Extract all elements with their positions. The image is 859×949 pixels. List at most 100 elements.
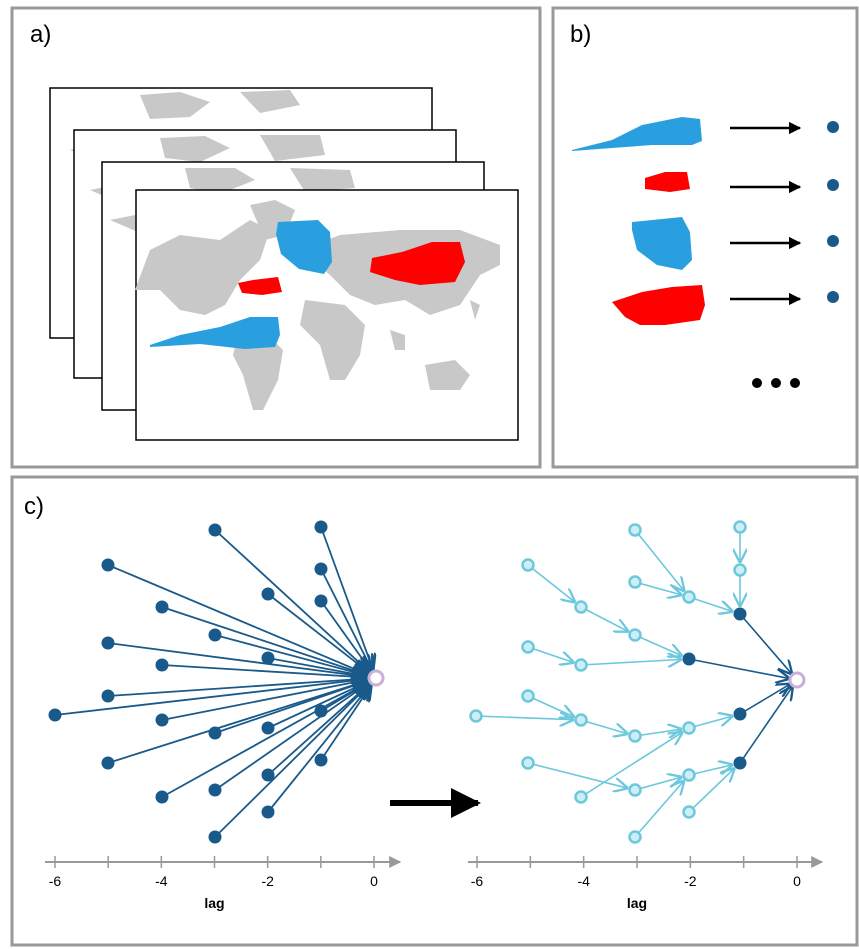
node xyxy=(261,768,275,782)
node xyxy=(628,783,642,797)
edge xyxy=(580,732,683,798)
node xyxy=(155,713,169,727)
node xyxy=(314,704,328,718)
target-node xyxy=(367,669,385,687)
tick-label: 0 xyxy=(370,873,378,889)
edge xyxy=(527,646,574,663)
map-stack xyxy=(49,87,519,441)
feature-list xyxy=(572,117,839,388)
node xyxy=(208,628,222,642)
panel-label: b) xyxy=(570,21,591,48)
edge xyxy=(527,695,575,717)
edge xyxy=(320,526,373,670)
edge xyxy=(161,680,368,721)
tick-label: -6 xyxy=(471,873,484,889)
node xyxy=(682,721,696,735)
edge xyxy=(214,681,368,734)
node xyxy=(101,756,115,770)
edge xyxy=(634,529,685,592)
node xyxy=(521,558,535,572)
node xyxy=(574,658,588,672)
panel-b-frame xyxy=(551,6,859,469)
node xyxy=(733,563,747,577)
edge xyxy=(580,606,629,632)
node xyxy=(628,628,642,642)
edge xyxy=(54,679,368,716)
edge xyxy=(739,686,793,764)
tick-label: -2 xyxy=(684,873,697,889)
node xyxy=(155,600,169,614)
node xyxy=(155,658,169,672)
node xyxy=(261,805,275,819)
node xyxy=(733,607,747,621)
node xyxy=(208,726,222,740)
node xyxy=(521,640,535,654)
panel-label: a) xyxy=(30,21,51,48)
edge xyxy=(214,529,370,673)
edge xyxy=(580,659,682,665)
node xyxy=(208,783,222,797)
tick-label: -2 xyxy=(261,873,274,889)
node xyxy=(628,575,642,589)
edge xyxy=(739,613,792,675)
node xyxy=(101,558,115,572)
node xyxy=(48,708,62,722)
edge xyxy=(688,768,735,813)
node xyxy=(682,768,696,782)
edge xyxy=(214,684,370,838)
tick-label: -6 xyxy=(49,873,62,889)
node xyxy=(733,707,747,721)
node xyxy=(574,790,588,804)
tick-label: -4 xyxy=(155,873,168,889)
edge xyxy=(161,664,368,678)
edge xyxy=(320,600,371,671)
target-node xyxy=(788,671,806,689)
edge xyxy=(161,682,369,798)
node xyxy=(261,721,275,735)
node xyxy=(101,636,115,650)
edge xyxy=(634,780,684,838)
edge xyxy=(161,606,368,675)
causal-graphs xyxy=(48,520,806,844)
edge xyxy=(267,683,370,776)
node xyxy=(314,520,328,534)
edge xyxy=(267,593,370,673)
edge xyxy=(580,719,628,734)
node xyxy=(628,523,642,537)
edge xyxy=(107,642,368,677)
node xyxy=(628,729,642,743)
node xyxy=(261,587,275,601)
edge xyxy=(688,658,790,679)
edge xyxy=(527,564,576,603)
node xyxy=(208,523,222,537)
node xyxy=(682,805,696,819)
edge xyxy=(267,657,368,677)
edge xyxy=(320,685,372,761)
node xyxy=(314,753,328,767)
edge xyxy=(267,684,371,813)
edge xyxy=(634,634,683,656)
edge xyxy=(688,765,733,776)
edge xyxy=(634,777,682,791)
node xyxy=(469,709,483,723)
tick-label: 0 xyxy=(793,873,801,889)
panel-c-frame xyxy=(10,475,859,947)
tick-label: -4 xyxy=(577,873,590,889)
edge xyxy=(634,581,682,595)
node xyxy=(314,562,328,576)
node xyxy=(733,520,747,534)
node xyxy=(574,713,588,727)
node xyxy=(314,594,328,608)
edge xyxy=(688,596,733,612)
edge xyxy=(107,564,369,675)
axis-label: lag xyxy=(627,895,647,911)
edge xyxy=(527,762,628,788)
edge xyxy=(688,716,733,729)
node xyxy=(574,600,588,614)
node xyxy=(733,756,747,770)
edge xyxy=(214,634,368,676)
node xyxy=(521,689,535,703)
node xyxy=(208,830,222,844)
node xyxy=(101,689,115,703)
